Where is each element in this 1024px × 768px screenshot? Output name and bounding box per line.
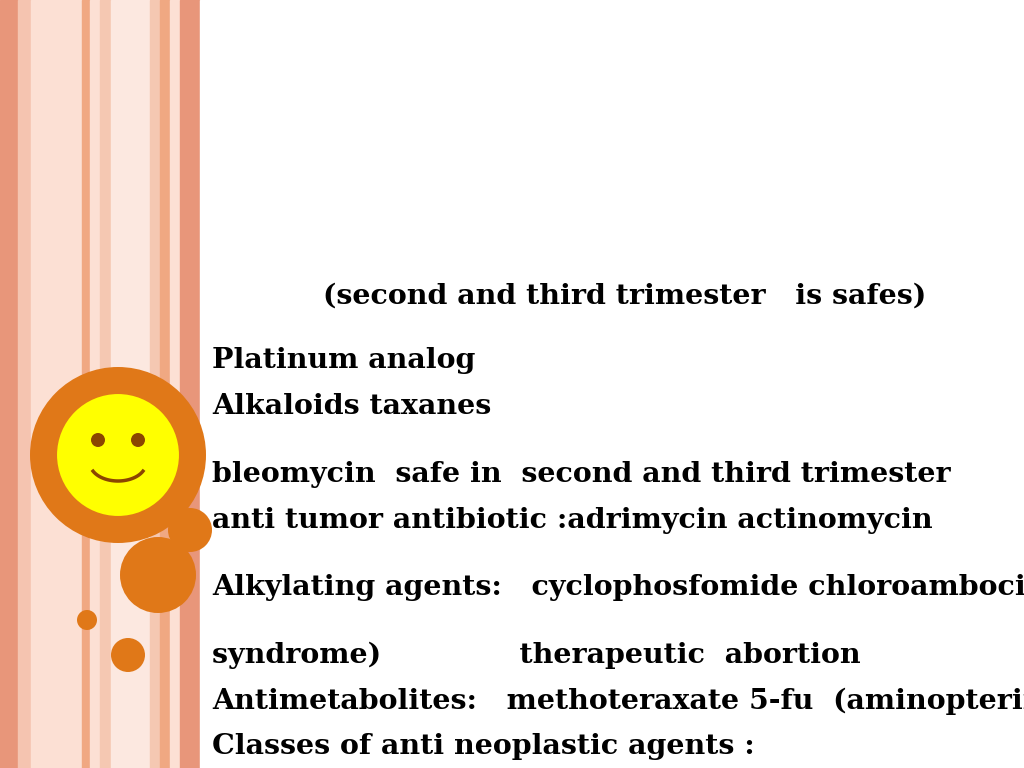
- Bar: [121, 0, 150, 768]
- Bar: [160, 0, 170, 768]
- Bar: [31, 0, 82, 768]
- Bar: [82, 0, 90, 768]
- Text: Alkaloids taxanes: Alkaloids taxanes: [212, 393, 492, 420]
- Circle shape: [56, 393, 180, 517]
- Bar: [200, 0, 1024, 768]
- Bar: [170, 0, 180, 768]
- Text: Alkylating agents:   cyclophosfomide chloroambocil: Alkylating agents: cyclophosfomide chlor…: [212, 574, 1024, 601]
- Bar: [90, 0, 100, 768]
- Bar: [18, 0, 31, 768]
- Circle shape: [168, 508, 212, 552]
- Text: syndrome)              therapeutic  abortion: syndrome) therapeutic abortion: [212, 641, 860, 669]
- Text: bleomycin  safe in  second and third trimester: bleomycin safe in second and third trime…: [212, 461, 950, 488]
- Circle shape: [131, 433, 145, 447]
- Circle shape: [120, 537, 196, 613]
- Circle shape: [77, 610, 97, 630]
- Text: Classes of anti neoplastic agents :: Classes of anti neoplastic agents :: [212, 733, 755, 760]
- Bar: [111, 0, 121, 768]
- Circle shape: [111, 638, 145, 672]
- Text: Platinum analog: Platinum analog: [212, 347, 475, 374]
- Bar: [180, 0, 200, 768]
- Text: Antimetabolites:   methoteraxate 5-fu  (aminopterin: Antimetabolites: methoteraxate 5-fu (ami…: [212, 687, 1024, 715]
- Bar: [150, 0, 160, 768]
- Text: (second and third trimester   is safes): (second and third trimester is safes): [323, 283, 926, 310]
- Circle shape: [91, 433, 105, 447]
- Bar: [0, 0, 18, 768]
- Bar: [0, 0, 200, 768]
- Circle shape: [30, 367, 206, 543]
- Text: anti tumor antibiotic :adrimycin actinomycin: anti tumor antibiotic :adrimycin actinom…: [212, 507, 933, 534]
- Bar: [100, 0, 111, 768]
